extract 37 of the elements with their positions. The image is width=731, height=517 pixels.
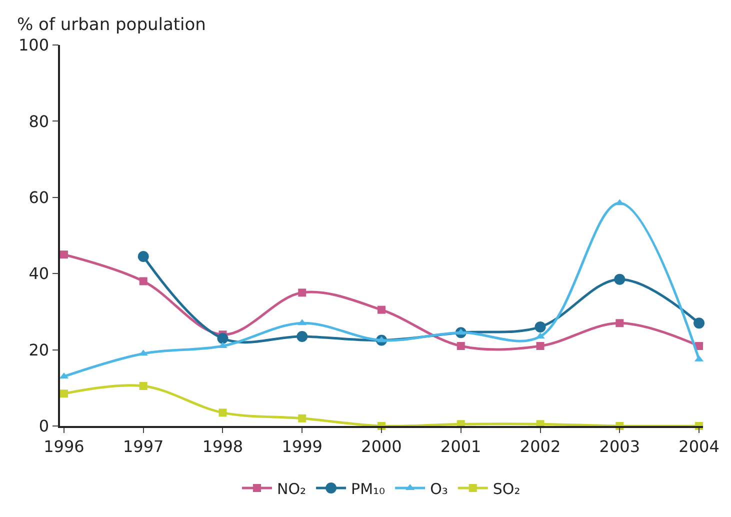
y-tick-label: 20 <box>28 340 50 360</box>
x-tick-label: 2000 <box>361 436 402 456</box>
point <box>60 250 68 259</box>
point <box>694 318 705 329</box>
x-tick-label: 1998 <box>202 436 244 456</box>
point <box>616 319 624 328</box>
x-tick-label: 1996 <box>44 436 84 456</box>
point <box>138 250 149 262</box>
legend-label: SO₂ <box>492 480 520 498</box>
y-axis-title: % of urban population <box>17 15 206 35</box>
x-tick-label: 2004 <box>678 436 720 456</box>
point <box>60 390 68 398</box>
point <box>378 306 386 314</box>
point <box>296 330 308 342</box>
point <box>614 274 626 285</box>
point <box>217 332 228 344</box>
point <box>456 342 465 350</box>
y-tick-label: 40 <box>28 264 50 284</box>
point <box>298 414 306 422</box>
x-tick-label: 1997 <box>122 436 164 456</box>
y-tick-label: 100 <box>18 36 50 55</box>
x-tick-label: 2001 <box>440 436 482 456</box>
point <box>298 288 306 297</box>
x-tick-label: 1999 <box>282 436 322 456</box>
point <box>139 382 148 390</box>
point <box>534 321 546 332</box>
point <box>218 408 227 417</box>
legend-label: O₃ <box>430 480 448 498</box>
point <box>536 342 544 350</box>
x-tick-label: 2003 <box>599 436 640 456</box>
legend-label: PM₁₀ <box>351 480 386 498</box>
y-tick-label: 80 <box>28 112 50 131</box>
y-tick-label: 0 <box>38 416 50 436</box>
legend-label: NO₂ <box>277 480 306 498</box>
x-tick-label: 2002 <box>520 436 561 456</box>
y-tick-label: 60 <box>28 188 50 207</box>
point <box>139 277 148 286</box>
